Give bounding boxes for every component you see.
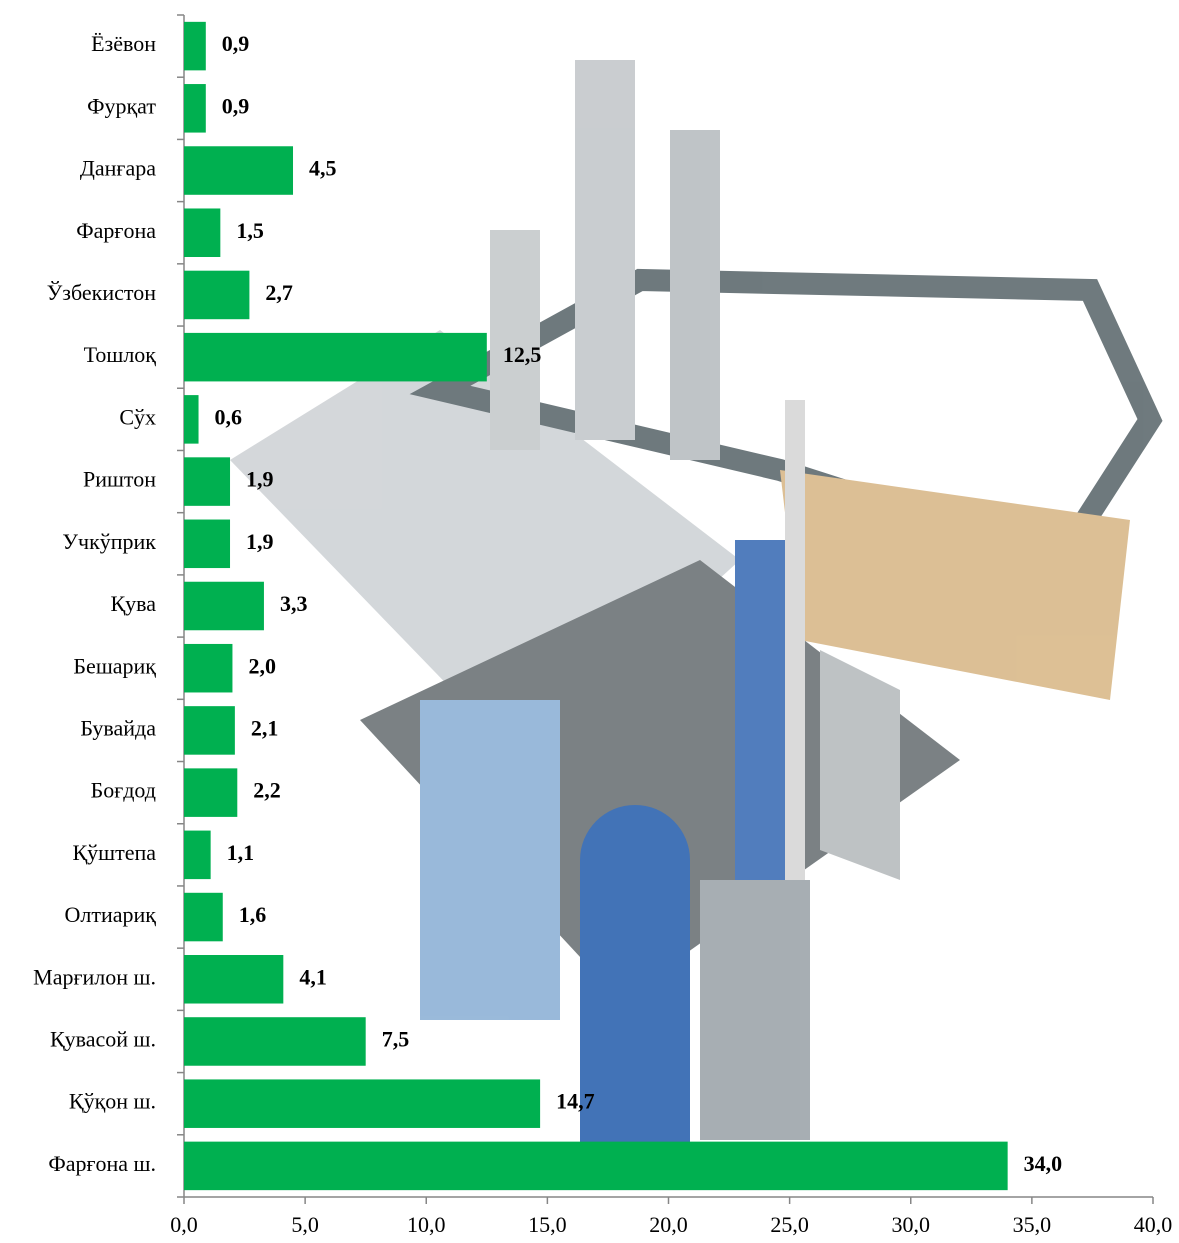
bar bbox=[184, 1079, 541, 1128]
bar bbox=[184, 892, 223, 942]
y-tick-label: Бешариқ bbox=[73, 653, 156, 678]
y-tick-label: Данғара bbox=[80, 156, 156, 181]
x-tick-label: 25,0 bbox=[770, 1212, 809, 1237]
value-label: 0,9 bbox=[222, 31, 250, 56]
value-label: 7,5 bbox=[382, 1027, 410, 1052]
silo-block bbox=[420, 700, 560, 1020]
y-tick-label: Олтиариқ bbox=[65, 902, 157, 927]
background-illustration bbox=[230, 60, 1163, 1160]
y-tick-label: Қувасой ш. bbox=[50, 1027, 156, 1052]
x-tick-label: 40,0 bbox=[1134, 1212, 1173, 1237]
y-tick-label: Қўқон ш. bbox=[69, 1089, 156, 1114]
value-label: 1,1 bbox=[227, 840, 255, 865]
y-tick-label: Қува bbox=[110, 591, 156, 616]
x-tick-label: 15,0 bbox=[528, 1212, 567, 1237]
y-tick-label: Бувайда bbox=[80, 715, 156, 740]
x-tick-label: 10,0 bbox=[407, 1212, 446, 1237]
bar bbox=[184, 706, 235, 755]
tower bbox=[490, 230, 540, 450]
value-label: 34,0 bbox=[1024, 1151, 1063, 1176]
y-tick-label: Риштон bbox=[83, 467, 156, 492]
y-tick-label: Фурқат bbox=[87, 93, 156, 118]
bar bbox=[184, 519, 231, 569]
y-tick-label: Фарғона ш. bbox=[48, 1151, 156, 1176]
x-tick-label: 0,0 bbox=[170, 1212, 198, 1237]
bar bbox=[184, 830, 211, 880]
bar bbox=[184, 395, 199, 444]
ground bbox=[360, 560, 960, 1000]
value-label: 3,3 bbox=[280, 591, 308, 616]
building bbox=[700, 880, 810, 1140]
x-tick-label: 20,0 bbox=[649, 1212, 688, 1237]
bar bbox=[184, 21, 206, 71]
x-tick-label: 35,0 bbox=[1013, 1212, 1052, 1237]
value-label: 1,9 bbox=[246, 529, 274, 554]
y-tick-label: Фарғона bbox=[76, 218, 156, 243]
bar bbox=[184, 643, 233, 693]
value-label: 1,9 bbox=[246, 467, 274, 492]
value-label: 2,7 bbox=[265, 280, 293, 305]
value-label: 4,1 bbox=[299, 964, 327, 989]
y-tick-label: Ўзбекистон bbox=[47, 280, 156, 305]
y-tick-label: Қўштепа bbox=[72, 840, 156, 865]
y-tick-label: Марғилон ш. bbox=[33, 964, 156, 989]
bar bbox=[184, 457, 231, 506]
bar bbox=[184, 270, 250, 320]
tower bbox=[670, 130, 720, 460]
bar bbox=[184, 208, 221, 257]
value-label: 1,5 bbox=[236, 218, 264, 243]
hangar bbox=[820, 650, 900, 880]
arches bbox=[780, 470, 1130, 700]
bar bbox=[184, 1141, 1008, 1191]
bar bbox=[184, 84, 206, 133]
value-label: 2,2 bbox=[253, 778, 280, 803]
bar bbox=[184, 955, 284, 1004]
bar bbox=[184, 581, 264, 631]
value-label: 12,5 bbox=[503, 342, 542, 367]
tower bbox=[575, 60, 635, 440]
value-label: 14,7 bbox=[556, 1089, 595, 1114]
bar bbox=[184, 146, 294, 195]
y-tick-label: Ёзёвон bbox=[91, 31, 156, 56]
tank bbox=[580, 860, 690, 1160]
x-tick-label: 30,0 bbox=[892, 1212, 931, 1237]
y-tick-label: Тошлоқ bbox=[84, 342, 157, 367]
x-tick-label: 5,0 bbox=[291, 1212, 319, 1237]
value-label: 2,0 bbox=[248, 653, 276, 678]
bar bbox=[184, 1017, 366, 1066]
bar bbox=[184, 332, 487, 382]
y-tick-label: Боғдод bbox=[91, 778, 156, 803]
y-tick-label: Учкўприк bbox=[62, 529, 156, 554]
value-label: 2,1 bbox=[251, 715, 279, 740]
value-label: 4,5 bbox=[309, 156, 337, 181]
value-label: 0,9 bbox=[222, 93, 250, 118]
value-label: 0,6 bbox=[215, 404, 243, 429]
value-label: 1,6 bbox=[239, 902, 267, 927]
bar bbox=[184, 768, 238, 817]
y-tick-label: Сўх bbox=[119, 404, 156, 429]
